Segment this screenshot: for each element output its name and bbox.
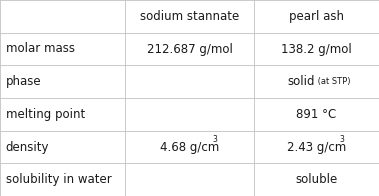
Text: 4.68 g/cm: 4.68 g/cm <box>160 141 219 153</box>
Text: 212.687 g/mol: 212.687 g/mol <box>147 43 232 55</box>
Text: phase: phase <box>6 75 41 88</box>
Text: 3: 3 <box>340 135 345 144</box>
Text: sodium stannate: sodium stannate <box>140 10 239 23</box>
Text: pearl ash: pearl ash <box>289 10 344 23</box>
Text: solid: solid <box>287 75 315 88</box>
Text: 2.43 g/cm: 2.43 g/cm <box>287 141 346 153</box>
Text: 3: 3 <box>213 135 218 144</box>
Text: (at STP): (at STP) <box>315 77 350 86</box>
Text: 138.2 g/mol: 138.2 g/mol <box>281 43 352 55</box>
Text: melting point: melting point <box>6 108 85 121</box>
Text: 891 °C: 891 °C <box>296 108 337 121</box>
Text: molar mass: molar mass <box>6 43 75 55</box>
Text: solubility in water: solubility in water <box>6 173 111 186</box>
Text: soluble: soluble <box>295 173 338 186</box>
Text: density: density <box>6 141 49 153</box>
